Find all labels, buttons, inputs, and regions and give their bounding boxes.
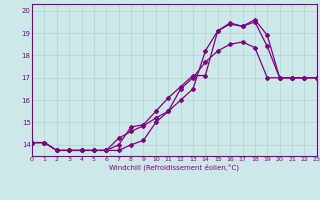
X-axis label: Windchill (Refroidissement éolien,°C): Windchill (Refroidissement éolien,°C) — [109, 164, 239, 171]
